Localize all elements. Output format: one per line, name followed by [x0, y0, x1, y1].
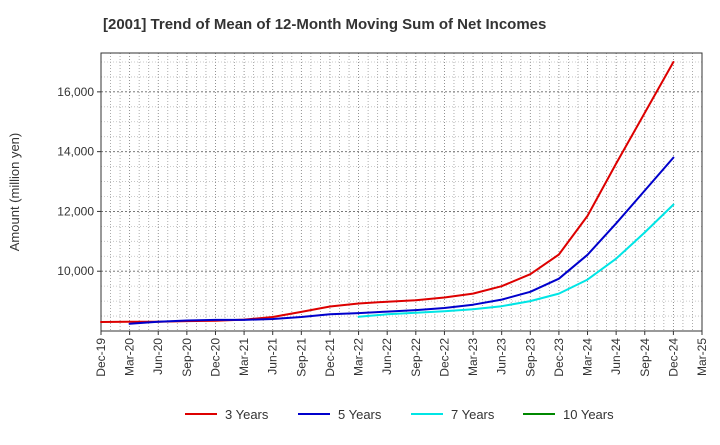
x-tick-label: Sep-20	[180, 338, 194, 377]
legend-label-7-years: 7 Years	[451, 407, 495, 422]
y-tick-label: 14,000	[57, 145, 94, 159]
x-tick-label: Sep-23	[523, 338, 537, 377]
x-tick-label: Mar-22	[352, 338, 366, 376]
x-tick-label: Dec-21	[323, 338, 337, 377]
chart-title: [2001] Trend of Mean of 12-Month Moving …	[103, 16, 547, 33]
series-line-5-years	[128, 156, 675, 325]
y-tick-label: 12,000	[57, 204, 94, 218]
x-tick-label: Mar-23	[466, 338, 480, 376]
x-tick-label: Mar-25	[695, 338, 709, 376]
legend-label-5-years: 5 Years	[338, 407, 382, 422]
x-tick-label: Dec-22	[437, 338, 451, 377]
x-tick-label: Jun-23	[495, 338, 509, 375]
x-tick-label: Dec-19	[94, 338, 108, 377]
y-tick-label: 10,000	[57, 264, 94, 278]
x-tick-label: Jun-24	[609, 338, 623, 375]
y-tick-label: 16,000	[57, 85, 94, 99]
x-tick-label: Sep-22	[409, 338, 423, 377]
plot-area	[101, 53, 702, 331]
legend-label-3-years: 3 Years	[225, 407, 269, 422]
x-tick-label: Jun-22	[380, 338, 394, 375]
legend-label-10-years: 10 Years	[563, 407, 614, 422]
x-tick-label: Dec-24	[666, 338, 680, 377]
x-tick-label: Mar-24	[581, 338, 595, 376]
series-line-7-years	[357, 203, 675, 318]
y-axis-label: Amount (million yen)	[7, 133, 22, 252]
x-tick-label: Dec-23	[552, 338, 566, 377]
x-tick-label: Mar-21	[237, 338, 251, 376]
x-tick-label: Sep-24	[638, 338, 652, 377]
x-tick-label: Jun-21	[266, 338, 280, 375]
x-tick-label: Mar-20	[123, 338, 137, 376]
plot-frame	[100, 52, 703, 332]
x-tick-label: Sep-21	[294, 338, 308, 377]
x-tick-label: Dec-20	[208, 338, 222, 377]
x-tick-label: Jun-20	[151, 338, 165, 375]
